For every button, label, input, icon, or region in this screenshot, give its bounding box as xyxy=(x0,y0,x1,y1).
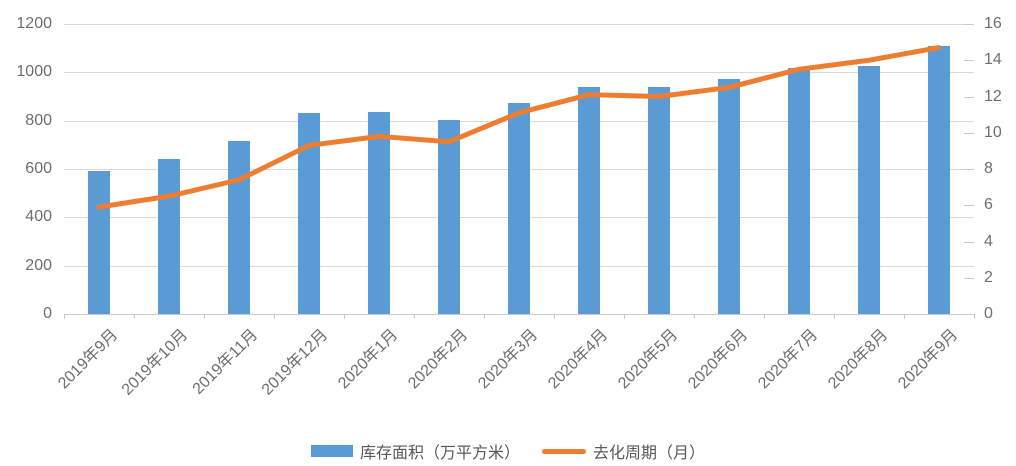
x-axis-line xyxy=(64,314,974,315)
inventory-bar xyxy=(298,113,320,314)
x-axis-label: 2020年4月 xyxy=(545,326,612,393)
x-axis-label: 2020年6月 xyxy=(685,326,752,393)
x-axis-label: 2019年9月 xyxy=(55,326,122,393)
left-axis-tick-label: 800 xyxy=(25,111,52,129)
inventory-bar xyxy=(718,79,740,314)
right-axis-tick-label: 2 xyxy=(984,268,993,286)
right-axis-tick xyxy=(964,314,974,315)
right-axis-tick xyxy=(964,241,974,243)
inventory-bar xyxy=(648,87,670,314)
x-axis-tick xyxy=(274,314,275,319)
right-axis-tick-label: 10 xyxy=(984,123,1002,141)
legend: 库存面积（万平方米） 去化周期（月） xyxy=(0,438,1016,464)
inventory-bar xyxy=(508,103,530,314)
x-axis-tick xyxy=(834,314,835,319)
legend-label-depletion-cycle: 去化周期（月） xyxy=(593,445,706,462)
right-axis-tick xyxy=(964,277,974,279)
inventory-bar xyxy=(438,120,460,314)
bar-series-swatch xyxy=(310,445,353,457)
right-axis-tick xyxy=(964,96,974,98)
right-axis-tick-label: 14 xyxy=(984,51,1002,69)
right-axis-tick-label: 6 xyxy=(984,196,993,214)
gridline xyxy=(64,24,974,25)
inventory-bar xyxy=(368,112,390,314)
x-axis-label: 2020年5月 xyxy=(615,326,682,393)
depletion-cycle-polyline xyxy=(96,45,942,210)
legend-item-depletion-cycle[interactable]: 去化周期（月） xyxy=(542,439,705,463)
left-axis-tick-label: 0 xyxy=(43,305,52,322)
left-axis-tick-label: 200 xyxy=(25,256,52,274)
x-axis-tick xyxy=(204,314,205,319)
x-axis-label: 2019年10月 xyxy=(118,326,192,399)
x-axis-tick xyxy=(904,314,905,319)
x-axis-label: 2020年8月 xyxy=(825,326,892,393)
right-axis-tick xyxy=(964,205,974,207)
x-axis-tick xyxy=(134,314,135,319)
right-axis-tick-label: 4 xyxy=(984,232,993,250)
depletion-cycle-line xyxy=(96,45,942,210)
right-axis-tick xyxy=(964,169,974,170)
line-series-swatch xyxy=(542,448,586,454)
x-axis-label: 2020年7月 xyxy=(755,326,822,393)
right-axis-tick xyxy=(964,132,974,134)
x-axis-label: 2020年3月 xyxy=(475,326,542,393)
x-axis-label: 2020年9月 xyxy=(895,326,962,393)
left-axis-tick-label: 400 xyxy=(25,208,52,226)
inventory-bar xyxy=(228,140,250,314)
inventory-bar xyxy=(858,65,880,314)
right-axis-tick-label: 16 xyxy=(984,15,1002,32)
x-axis-tick xyxy=(344,314,345,319)
inventory-bar xyxy=(928,46,950,314)
x-axis-tick xyxy=(694,314,695,319)
x-axis-tick xyxy=(64,314,65,319)
left-axis-tick-label: 1200 xyxy=(16,15,52,32)
right-axis-tick-label: 12 xyxy=(984,87,1002,105)
right-axis-tick xyxy=(964,60,974,62)
left-axis-tick-label: 600 xyxy=(25,160,52,177)
legend-label-inventory-area: 库存面积（万平方米） xyxy=(359,445,520,462)
x-axis-tick xyxy=(764,314,765,319)
gridline xyxy=(64,72,974,74)
x-axis-tick xyxy=(414,314,415,319)
right-axis-tick xyxy=(964,24,974,25)
x-axis-tick xyxy=(624,314,625,319)
inventory-bar xyxy=(578,86,600,314)
right-axis-tick-label: 0 xyxy=(984,305,993,322)
x-axis-label: 2020年2月 xyxy=(405,326,472,393)
x-axis-tick xyxy=(554,314,555,319)
x-axis-label: 2020年1月 xyxy=(335,326,402,393)
right-axis-tick-label: 8 xyxy=(984,160,993,177)
x-axis-tick xyxy=(484,314,485,319)
x-axis-label: 2019年12月 xyxy=(258,326,332,399)
x-axis-tick xyxy=(974,314,975,319)
legend-item-inventory-area[interactable]: 库存面积（万平方米） xyxy=(310,439,520,463)
inventory-bar xyxy=(788,67,810,314)
x-axis-label: 2019年11月 xyxy=(189,326,262,398)
left-axis-tick-label: 1000 xyxy=(16,63,52,81)
